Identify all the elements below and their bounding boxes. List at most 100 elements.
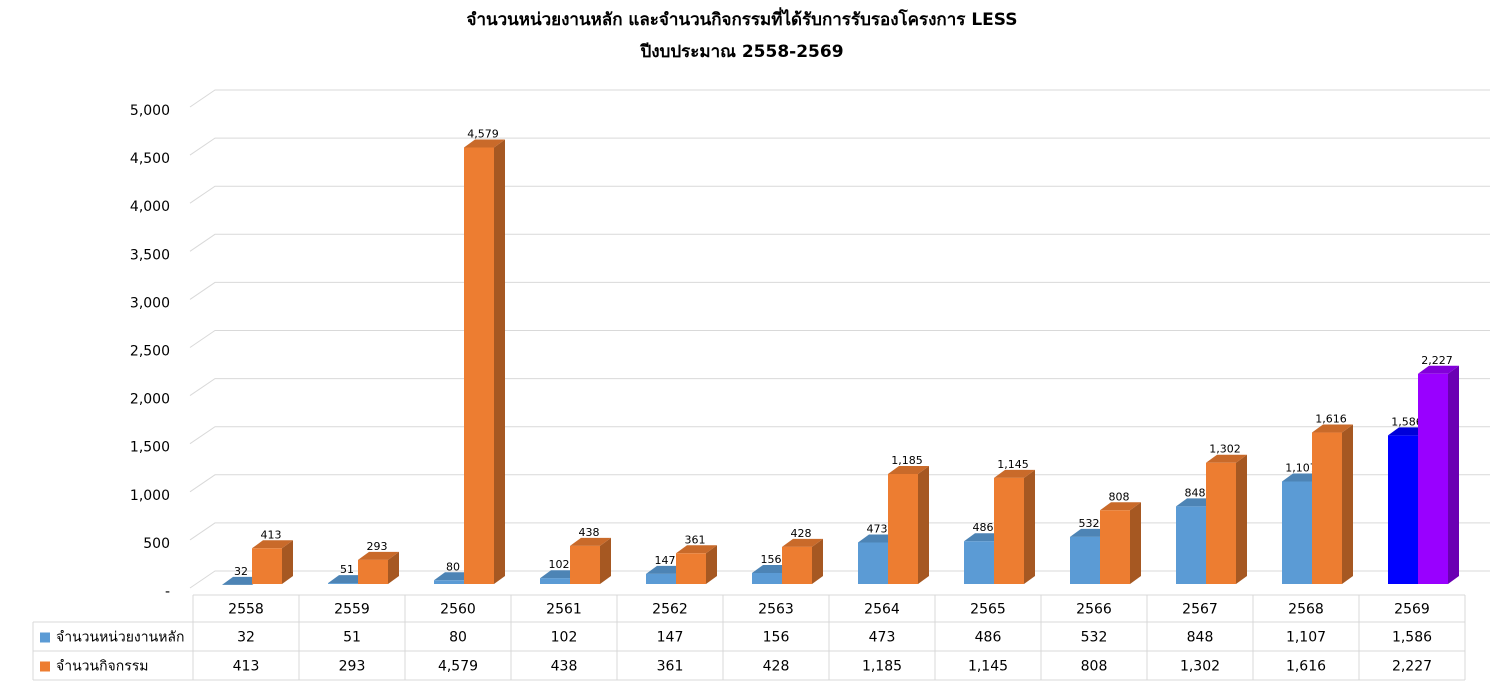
bar-front xyxy=(994,477,1024,584)
table-cell: 147 xyxy=(657,630,684,646)
data-label: 80 xyxy=(446,560,460,573)
bar-top xyxy=(782,538,823,547)
data-label: 413 xyxy=(261,528,282,541)
bar-top xyxy=(994,469,1035,478)
data-label: 1,107 xyxy=(1285,462,1317,475)
bar-side xyxy=(1236,454,1247,584)
table-cell: 361 xyxy=(657,659,684,675)
bar xyxy=(888,466,929,584)
bar-front xyxy=(888,474,918,584)
bar xyxy=(1312,424,1353,584)
data-label: 102 xyxy=(549,558,570,571)
table-cell: 413 xyxy=(233,659,260,675)
data-label: 156 xyxy=(761,553,782,566)
data-label: 32 xyxy=(234,565,248,578)
bar xyxy=(252,540,293,584)
bar-front xyxy=(752,572,782,584)
table-cell: 80 xyxy=(449,630,467,646)
data-label: 438 xyxy=(579,526,600,539)
bar-side xyxy=(918,466,929,584)
bar-front xyxy=(434,580,464,584)
grid-line xyxy=(189,378,1490,397)
table-cell: 473 xyxy=(869,630,896,646)
bar xyxy=(994,469,1035,584)
bar-front xyxy=(858,542,888,584)
y-tick-label: 2,000 xyxy=(130,392,170,408)
bar-front xyxy=(1176,506,1206,584)
bar-top xyxy=(252,540,293,549)
table-cell: 532 xyxy=(1081,630,1108,646)
grid-line xyxy=(189,426,1490,445)
bar-front xyxy=(570,545,600,584)
y-tick-label: 1,000 xyxy=(130,488,170,504)
table-cell: 293 xyxy=(339,659,366,675)
legend-swatch xyxy=(40,661,50,672)
data-label: 293 xyxy=(367,540,388,553)
data-label: 486 xyxy=(973,521,994,534)
grid-line xyxy=(189,281,1490,300)
y-tick-label: 1,500 xyxy=(130,440,170,456)
y-tick-label: 2,500 xyxy=(130,344,170,360)
table-cell: 486 xyxy=(975,630,1002,646)
y-tick-label: 3,000 xyxy=(130,295,170,311)
bar-side xyxy=(812,538,823,584)
bar-side xyxy=(1130,502,1141,584)
bar xyxy=(358,551,399,584)
bar-front xyxy=(1388,435,1418,584)
data-label: 532 xyxy=(1079,517,1100,530)
bar-side xyxy=(282,540,293,584)
x-tick-label: 2565 xyxy=(970,602,1006,618)
bar-top xyxy=(888,466,929,475)
y-tick-label: 4,000 xyxy=(130,199,170,215)
bar-top xyxy=(1312,424,1353,433)
x-tick-label: 2558 xyxy=(228,602,264,618)
table-cell: 438 xyxy=(551,659,578,675)
bar-side xyxy=(388,551,399,584)
bar-side xyxy=(600,537,611,584)
bar-front xyxy=(964,541,994,584)
chart-subtitle: ปีงบประมาณ 2558-2569 xyxy=(640,41,844,62)
bar xyxy=(676,545,717,584)
bar-top xyxy=(1100,502,1141,511)
bar-top xyxy=(570,537,611,546)
bar-front xyxy=(1070,536,1100,584)
x-tick-label: 2562 xyxy=(652,602,688,618)
data-label: 361 xyxy=(685,533,706,546)
table-cell: 1,107 xyxy=(1286,630,1326,646)
data-label: 1,185 xyxy=(891,454,923,467)
x-tick-label: 2559 xyxy=(334,602,370,618)
table-cell: 808 xyxy=(1081,659,1108,675)
grid-line xyxy=(189,137,1490,156)
bar-front xyxy=(328,583,358,584)
table-cell: 1,586 xyxy=(1392,630,1432,646)
legend-swatch xyxy=(40,632,50,643)
data-label: 848 xyxy=(1185,486,1206,499)
x-tick-label: 2563 xyxy=(758,602,794,618)
bar-front xyxy=(1100,510,1130,584)
table-cell: 51 xyxy=(343,630,361,646)
bar-front xyxy=(1312,432,1342,584)
bar-top xyxy=(676,545,717,554)
table-cell: 4,579 xyxy=(438,659,478,675)
bar xyxy=(464,139,505,585)
x-tick-label: 2568 xyxy=(1288,602,1324,618)
bar xyxy=(1418,365,1459,584)
bar-top xyxy=(1206,454,1247,463)
bar-front xyxy=(782,546,812,584)
x-tick-label: 2569 xyxy=(1394,602,1430,618)
bar-front xyxy=(646,573,676,584)
table-cell: 2,227 xyxy=(1392,659,1432,675)
y-tick-label: 4,500 xyxy=(130,151,170,167)
x-tick-label: 2560 xyxy=(440,602,476,618)
bar-front xyxy=(676,553,706,584)
table-cell: 848 xyxy=(1187,630,1214,646)
grid-line xyxy=(189,89,1490,108)
table-cell: 156 xyxy=(763,630,790,646)
y-tick-label: 5,000 xyxy=(130,103,170,119)
bar-front xyxy=(252,548,282,584)
table-cell: 428 xyxy=(763,659,790,675)
bar-front xyxy=(1282,481,1312,584)
bar-front xyxy=(464,147,494,585)
grid-line xyxy=(189,522,1490,541)
